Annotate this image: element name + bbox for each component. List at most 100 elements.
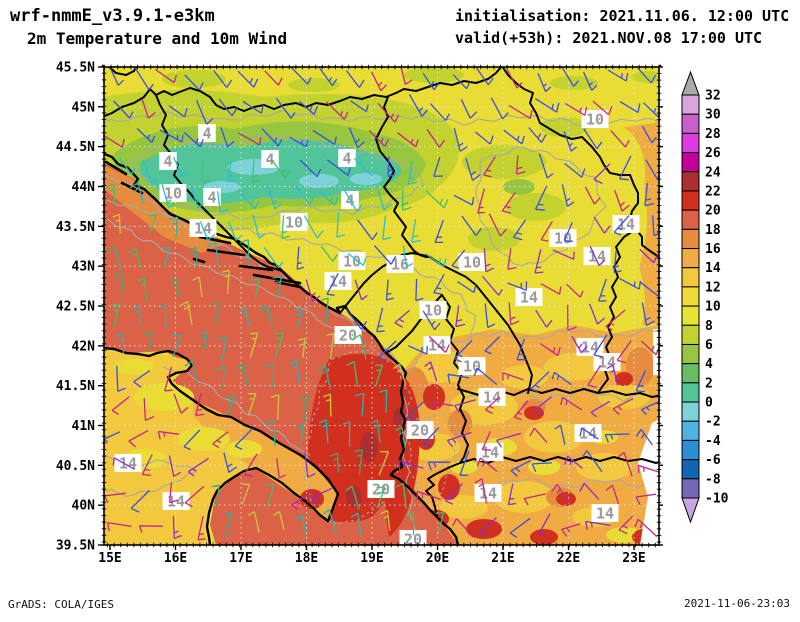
lon-tick-label: 23E: [622, 551, 645, 566]
colorbar-tick-label: -2: [705, 415, 721, 430]
colorbar-tick-label: 2: [705, 376, 713, 391]
contour-label-value: 20: [372, 481, 390, 499]
contour-label: 14: [575, 424, 602, 443]
colorbar-tick-label: -4: [705, 434, 721, 449]
map-panel: 4444441010101010101010141414141414141414…: [99, 65, 667, 548]
contour-label-value: 20: [411, 422, 429, 440]
contour-label: 10: [459, 357, 486, 376]
contour-label-value: 4: [265, 151, 274, 169]
contour-label: 10: [420, 301, 447, 320]
contour-label-value: 10: [554, 230, 572, 248]
colorbar-tick-label: 6: [705, 338, 713, 353]
colorbar-tick-label: 10: [705, 300, 721, 315]
colorbar-tick-label: -10: [705, 492, 729, 507]
lat-tick-label: 41N: [72, 419, 96, 434]
contour-label-value: 14: [428, 337, 446, 355]
contour-label-value: 10: [463, 358, 481, 376]
lat-tick-label: 45.5N: [56, 61, 95, 76]
colorbar-band: [682, 306, 699, 325]
lat-tick-label: 42N: [72, 339, 96, 354]
colorbar-band: [682, 153, 699, 172]
colorbar-tick-label: 4: [705, 357, 713, 372]
contour-label-value: 14: [596, 505, 614, 523]
lon-tick-label: 20E: [426, 551, 449, 566]
colorbar-band: [682, 249, 699, 268]
weather-map-figure: 4 4 4 4 4 4 10 10 10 10 10 10 10 10 14 14 14 14 14 14 14 14 14…: [0, 0, 800, 618]
lat-tick-label: 41.5N: [56, 379, 95, 394]
lat-tick-label: 39.5N: [56, 538, 95, 553]
contour-label-value: 14: [579, 425, 597, 443]
valid-time: valid(+53h): 2021.NOV.08 17:00 UTC: [455, 29, 762, 47]
lon-tick-label: 16E: [164, 551, 187, 566]
colorbar-tick-label: -6: [705, 453, 721, 468]
contour-label-value: 14: [588, 248, 606, 266]
lon-axis: 15E16E17E18E19E20E21E22E23E: [98, 545, 645, 566]
colorbar-tick-label: 24: [705, 165, 721, 180]
colorbar-band: [682, 191, 699, 210]
colorbar-band: [682, 229, 699, 248]
colorbar-tick-label: 18: [705, 223, 721, 238]
contour-label: 14: [584, 247, 611, 266]
temperature-colorbar: 32302826242220181614121086420-2-4-6-8-10: [682, 72, 729, 522]
colorbar-tick-label: 22: [705, 184, 721, 199]
colorbar-band: [682, 402, 699, 421]
colorbar-band: [682, 114, 699, 133]
colorbar-band: [682, 287, 699, 306]
contour-label-value: 10: [285, 214, 303, 232]
contour-label-value: 4: [342, 150, 351, 168]
creation-timestamp: 2021-11-06-23:03: [684, 597, 790, 610]
contour-label: 10: [459, 253, 486, 272]
chart-subtitle: 2m Temperature and 10m Wind: [27, 29, 287, 48]
model-title: wrf-nmmE_v3.9.1-e3km: [10, 6, 215, 26]
contour-label: 4: [159, 152, 177, 171]
lat-tick-label: 43.5N: [56, 220, 95, 235]
contour-label: 4: [198, 124, 216, 143]
colorbar-band: [682, 364, 699, 383]
colorbar-band: [682, 268, 699, 287]
colorbar-over-arrow: [682, 72, 699, 95]
lat-tick-label: 44.5N: [56, 140, 95, 155]
colorbar-band: [682, 172, 699, 191]
contour-label: 14: [115, 454, 142, 473]
lon-tick-label: 19E: [360, 551, 383, 566]
lon-tick-label: 15E: [98, 551, 121, 566]
colorbar-tick-label: 26: [705, 146, 721, 161]
contour-label: 10: [550, 229, 577, 248]
colorbar-band: [682, 383, 699, 402]
lat-tick-label: 40N: [72, 499, 96, 514]
lat-tick-label: 44N: [72, 180, 96, 195]
contour-label: 14: [516, 288, 543, 307]
contour-label-value: 4: [207, 189, 216, 207]
colorbar-tick-label: -8: [705, 472, 721, 487]
colorbar-tick-label: 0: [705, 396, 713, 411]
lat-tick-label: 43N: [72, 260, 96, 275]
contour-label-value: 10: [586, 111, 604, 129]
grads-credit: GrADS: COLA/IGES: [8, 598, 114, 611]
contour-label: 14: [475, 484, 502, 503]
colorbar-tick-label: 28: [705, 127, 721, 142]
contour-label-value: 20: [339, 327, 357, 345]
lon-tick-label: 21E: [491, 551, 514, 566]
weather-chart-page: { "header": { "model": "wrf-nmmE_v3.9.1-…: [0, 0, 800, 618]
contour-label-value: 14: [119, 455, 137, 473]
contour-label-value: 14: [329, 273, 347, 291]
colorbar-band: [682, 421, 699, 440]
colorbar-under-arrow: [682, 498, 699, 522]
colorbar-band: [682, 460, 699, 479]
contour-label: 4: [338, 149, 356, 168]
colorbar-band: [682, 479, 699, 498]
contour-label: 10: [160, 184, 187, 203]
colorbar-tick-label: 16: [705, 242, 721, 257]
contour-label-value: 14: [520, 289, 538, 307]
contour-label-value: 4: [202, 125, 211, 143]
lon-tick-label: 22E: [557, 551, 580, 566]
colorbar-tick-label: 14: [705, 261, 721, 276]
lon-tick-label: 17E: [229, 551, 252, 566]
contour-label: 14: [613, 215, 640, 234]
lat-tick-label: 40.5N: [56, 459, 95, 474]
contour-label-value: 14: [479, 485, 497, 503]
shade-east-green-core: [503, 179, 535, 195]
lat-tick-label: 45N: [72, 100, 96, 115]
colorbar-tick-label: 20: [705, 204, 721, 219]
contour-label: 10: [281, 213, 308, 232]
